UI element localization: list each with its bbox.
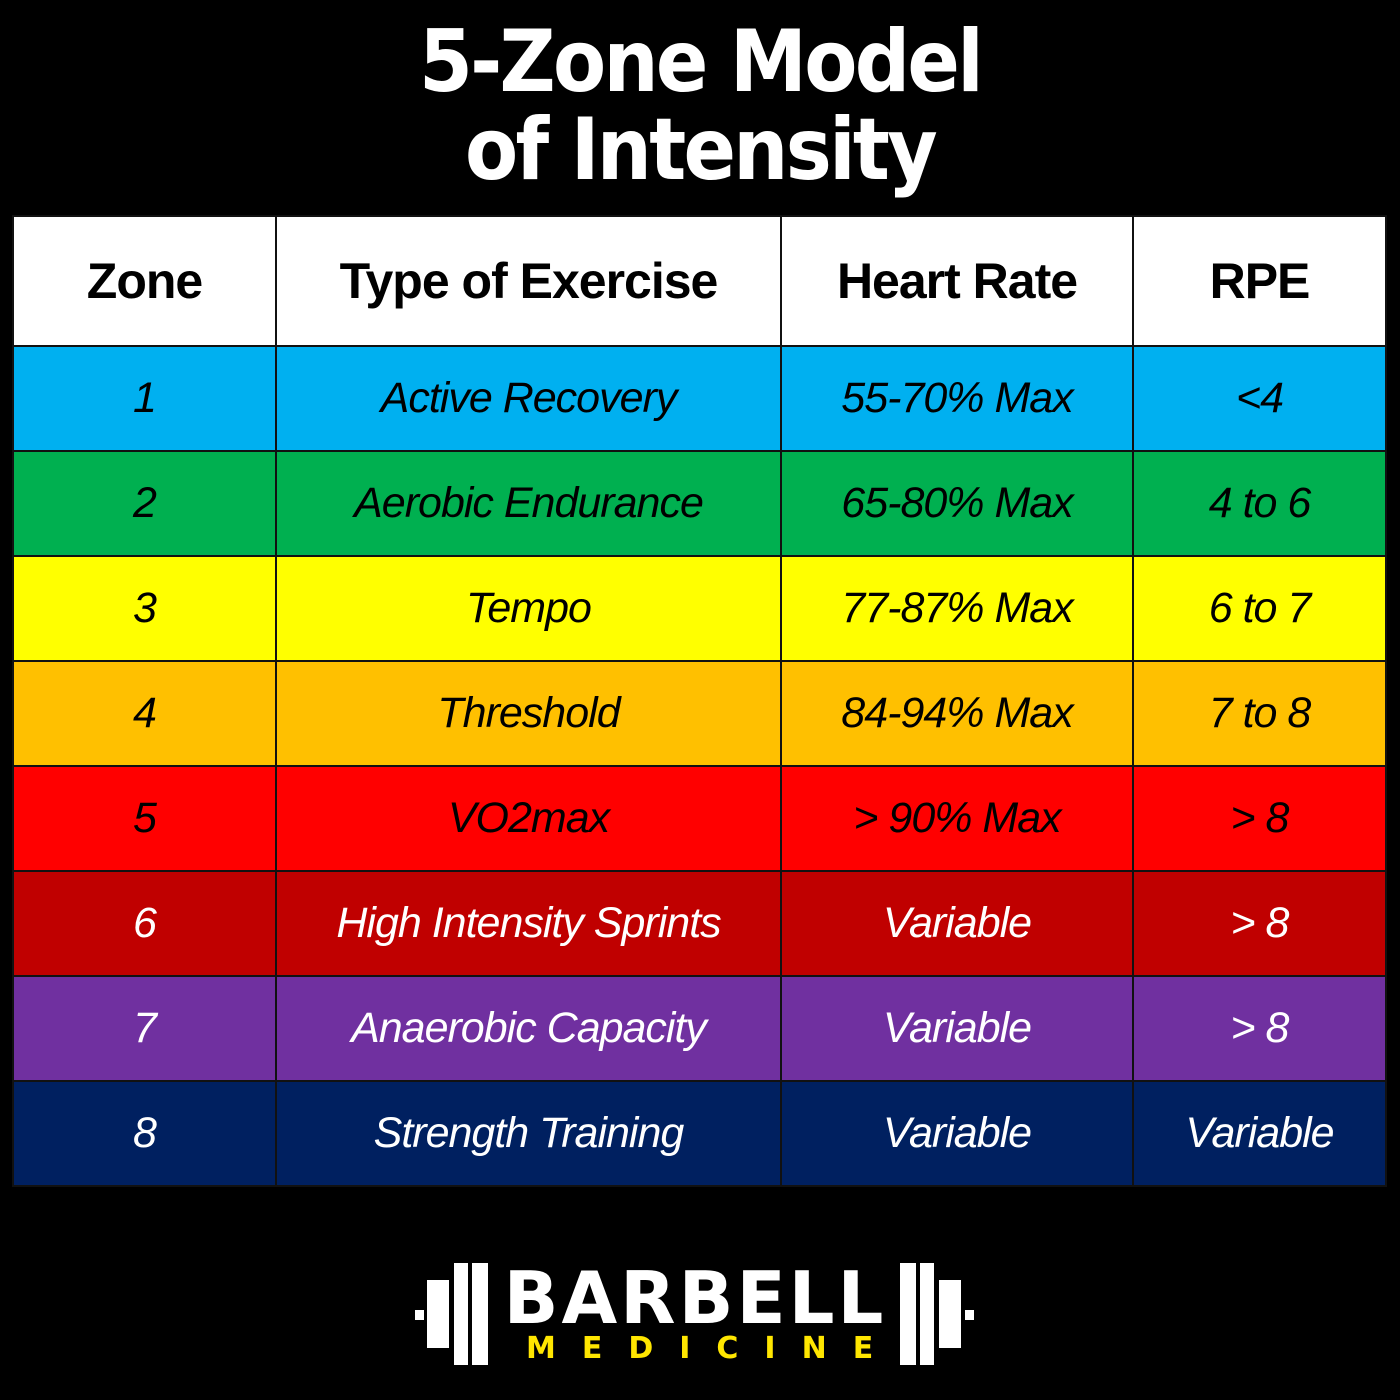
table-row: 1 Active Recovery 55-70% Max <4	[12, 345, 1387, 452]
table-row: 3 Tempo 77-87% Max 6 to 7	[12, 555, 1387, 662]
cell-type: Strength Training	[275, 1080, 782, 1187]
table-row: 2 Aerobic Endurance 65-80% Max 4 to 6	[12, 450, 1387, 557]
cell-heart-rate: Variable	[780, 975, 1134, 1082]
cell-type: High Intensity Sprints	[275, 870, 782, 977]
title-line-1: 5-Zone Model	[418, 12, 984, 112]
page-title: 5-Zone Model of Intensity	[0, 18, 1400, 194]
cell-rpe: > 8	[1132, 870, 1387, 977]
cell-type: Threshold	[275, 660, 782, 767]
cell-zone: 4	[12, 660, 277, 767]
brand-name-barbell: BARBELL	[503, 1256, 887, 1340]
cell-zone: 8	[12, 1080, 277, 1187]
cell-rpe: Variable	[1132, 1080, 1387, 1187]
cell-type: Aerobic Endurance	[275, 450, 782, 557]
table-row: 4 Threshold 84-94% Max 7 to 8	[12, 660, 1387, 767]
brand-name-medicine: MEDICINE	[526, 1331, 900, 1366]
cell-heart-rate: 77-87% Max	[780, 555, 1134, 662]
cell-heart-rate: > 90% Max	[780, 765, 1134, 872]
cell-rpe: 7 to 8	[1132, 660, 1387, 767]
header-type-of-exercise: Type of Exercise	[275, 215, 782, 347]
cell-rpe: > 8	[1132, 765, 1387, 872]
cell-type: Tempo	[275, 555, 782, 662]
cell-zone: 2	[12, 450, 277, 557]
cell-rpe: <4	[1132, 345, 1387, 452]
cell-heart-rate: 55-70% Max	[780, 345, 1134, 452]
cell-heart-rate: Variable	[780, 1080, 1134, 1187]
cell-type: Active Recovery	[275, 345, 782, 452]
cell-zone: 6	[12, 870, 277, 977]
cell-rpe: 4 to 6	[1132, 450, 1387, 557]
cell-type: VO2max	[275, 765, 782, 872]
cell-zone: 3	[12, 555, 277, 662]
header-heart-rate: Heart Rate	[780, 215, 1134, 347]
cell-heart-rate: 84-94% Max	[780, 660, 1134, 767]
cell-rpe: 6 to 7	[1132, 555, 1387, 662]
cell-rpe: > 8	[1132, 975, 1387, 1082]
barbell-medicine-logo	[0, 1260, 1400, 1370]
table-row: 5 VO2max > 90% Max > 8	[12, 765, 1387, 872]
intensity-zone-table: Zone Type of Exercise Heart Rate RPE 1 A…	[12, 215, 1387, 1187]
table-row: 7 Anaerobic Capacity Variable > 8	[12, 975, 1387, 1082]
cell-heart-rate: Variable	[780, 870, 1134, 977]
cell-type: Anaerobic Capacity	[275, 975, 782, 1082]
cell-heart-rate: 65-80% Max	[780, 450, 1134, 557]
cell-zone: 5	[12, 765, 277, 872]
table-row: 6 High Intensity Sprints Variable > 8	[12, 870, 1387, 977]
header-zone: Zone	[12, 215, 277, 347]
cell-zone: 1	[12, 345, 277, 452]
cell-zone: 7	[12, 975, 277, 1082]
title-line-2: of Intensity	[465, 100, 938, 200]
table-header-row: Zone Type of Exercise Heart Rate RPE	[12, 215, 1387, 347]
header-rpe: RPE	[1132, 215, 1387, 347]
table-row: 8 Strength Training Variable Variable	[12, 1080, 1387, 1187]
